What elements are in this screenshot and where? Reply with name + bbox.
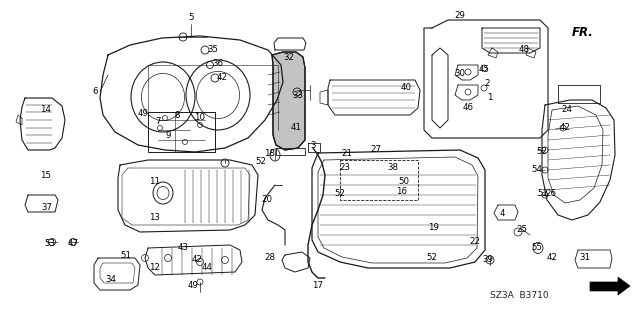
Text: 19: 19 <box>428 224 438 233</box>
Text: FR.: FR. <box>572 26 594 40</box>
Text: 52: 52 <box>335 189 346 197</box>
Text: 45: 45 <box>479 65 490 75</box>
Text: 44: 44 <box>202 263 212 272</box>
Text: 51: 51 <box>120 250 131 259</box>
Text: 6: 6 <box>92 87 98 97</box>
Text: 50: 50 <box>399 177 410 187</box>
Text: 37: 37 <box>42 203 52 211</box>
Text: 11: 11 <box>150 177 161 187</box>
Text: 10: 10 <box>195 114 205 122</box>
Text: 22: 22 <box>470 238 481 247</box>
Text: 5: 5 <box>188 12 194 21</box>
Text: 4: 4 <box>499 209 505 218</box>
Text: 26: 26 <box>545 189 557 197</box>
Text: 48: 48 <box>518 46 529 55</box>
Text: SZ3A  B3710: SZ3A B3710 <box>490 292 548 300</box>
Text: 21: 21 <box>342 149 353 158</box>
Polygon shape <box>272 52 305 150</box>
Text: 52: 52 <box>426 254 438 263</box>
Text: 36: 36 <box>212 58 223 68</box>
Text: 35: 35 <box>207 46 218 55</box>
Text: 7: 7 <box>156 117 161 127</box>
Text: 47: 47 <box>67 239 79 248</box>
Text: 43: 43 <box>177 243 189 253</box>
Text: 53: 53 <box>45 239 56 248</box>
Text: 28: 28 <box>264 254 275 263</box>
Text: 20: 20 <box>262 196 273 204</box>
Text: 30: 30 <box>454 69 465 78</box>
Text: 52: 52 <box>538 189 548 197</box>
Text: 3: 3 <box>310 142 316 151</box>
Text: 25: 25 <box>516 226 527 234</box>
Text: 41: 41 <box>291 123 301 132</box>
Text: 42: 42 <box>547 254 557 263</box>
Text: 55: 55 <box>531 243 543 253</box>
Text: 2: 2 <box>484 78 490 87</box>
Text: 16: 16 <box>397 188 408 197</box>
Text: 34: 34 <box>106 276 116 285</box>
Text: 42: 42 <box>559 122 570 131</box>
Text: 32: 32 <box>284 54 294 63</box>
Text: 40: 40 <box>401 84 412 93</box>
Text: 17: 17 <box>312 280 323 290</box>
Text: 12: 12 <box>150 263 161 272</box>
Polygon shape <box>590 277 630 295</box>
Text: 49: 49 <box>138 108 148 117</box>
Text: 14: 14 <box>40 106 51 115</box>
Text: 29: 29 <box>454 11 465 19</box>
Text: 13: 13 <box>150 213 161 222</box>
Text: 24: 24 <box>561 106 573 115</box>
Text: 38: 38 <box>387 164 399 173</box>
Text: 42: 42 <box>191 256 202 264</box>
Text: 42: 42 <box>216 73 227 83</box>
Text: 39: 39 <box>483 256 493 264</box>
Text: 18: 18 <box>264 149 275 158</box>
Text: 9: 9 <box>165 130 171 139</box>
Text: 52: 52 <box>536 147 547 157</box>
Text: 15: 15 <box>40 170 51 180</box>
Text: 52: 52 <box>255 158 266 167</box>
Text: 23: 23 <box>339 164 351 173</box>
Text: 46: 46 <box>463 103 474 113</box>
Text: 49: 49 <box>188 280 198 290</box>
Text: 8: 8 <box>174 110 180 120</box>
Text: 54: 54 <box>531 166 543 174</box>
Text: 33: 33 <box>292 91 303 100</box>
Text: 31: 31 <box>579 254 591 263</box>
Text: 1: 1 <box>487 93 493 101</box>
Text: 27: 27 <box>371 145 381 154</box>
